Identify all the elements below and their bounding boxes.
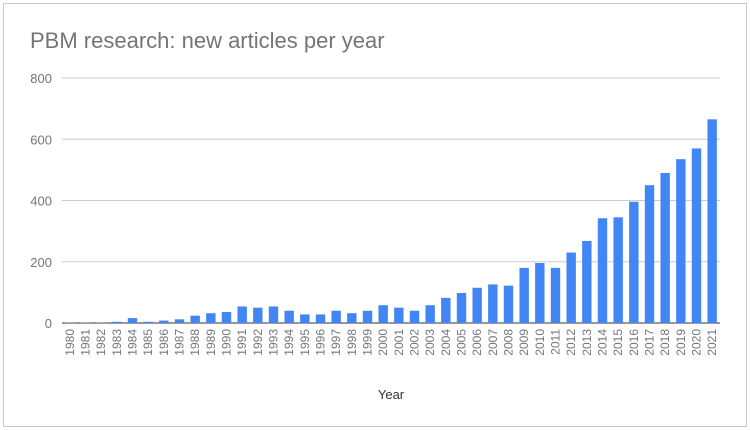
bar-1989 xyxy=(206,313,216,323)
bar-2000 xyxy=(378,305,388,323)
x-tick-label: 2000 xyxy=(376,329,390,356)
bar-2013 xyxy=(582,240,592,323)
x-tick-label: 2016 xyxy=(627,329,641,356)
x-axis-title: Year xyxy=(378,387,405,402)
bar-1988 xyxy=(190,315,200,323)
bar-1983 xyxy=(112,321,122,323)
bar-1991 xyxy=(237,306,247,323)
x-tick-label: 1995 xyxy=(298,329,312,356)
x-tick-label: 2010 xyxy=(533,329,547,356)
bar-2003 xyxy=(425,305,435,323)
bar-2012 xyxy=(566,252,576,323)
x-tick-label: 2017 xyxy=(643,329,657,356)
gridlines xyxy=(62,77,720,324)
bar-2009 xyxy=(519,267,529,324)
bar-1997 xyxy=(331,310,341,323)
x-tick-label: 1984 xyxy=(126,329,140,356)
x-tick-label: 2012 xyxy=(564,329,578,356)
bar-2014 xyxy=(597,218,608,323)
x-tick-label: 2007 xyxy=(486,329,500,356)
bar-1994 xyxy=(284,310,294,323)
bar-1985 xyxy=(143,321,153,323)
chart-frame xyxy=(3,3,747,427)
bar-1990 xyxy=(221,311,232,323)
y-tick-label: 400 xyxy=(30,194,52,209)
x-tick-label: 1982 xyxy=(94,329,108,356)
bar-1987 xyxy=(174,319,185,323)
bar-2015 xyxy=(613,217,623,323)
bar-2017 xyxy=(644,185,655,323)
x-tick-label: 1980 xyxy=(63,329,77,356)
bar-2005 xyxy=(456,292,467,323)
x-tick-label: 2015 xyxy=(611,329,625,356)
y-tick-label: 0 xyxy=(45,316,52,331)
x-tick-label: 2005 xyxy=(455,329,469,356)
bar-1984 xyxy=(127,318,138,323)
bar-2020 xyxy=(691,148,702,323)
bar-1996 xyxy=(315,314,326,323)
x-tick-label: 1990 xyxy=(220,329,234,356)
y-axis-ticks: 0 200 400 600 800 xyxy=(30,71,52,331)
x-tick-label: 2002 xyxy=(408,329,422,356)
bar-2019 xyxy=(676,159,686,323)
bar-2006 xyxy=(472,287,482,323)
x-tick-label: 2018 xyxy=(658,329,672,356)
x-tick-label: 1986 xyxy=(157,329,171,356)
x-tick-label: 1991 xyxy=(235,329,249,356)
bars xyxy=(65,119,717,324)
bar-2018 xyxy=(660,172,670,323)
x-tick-label: 2001 xyxy=(392,329,406,356)
x-tick-label: 1988 xyxy=(188,329,202,356)
y-tick-label: 200 xyxy=(30,255,52,270)
bar-2021 xyxy=(707,119,717,323)
x-tick-label: 1993 xyxy=(267,329,281,356)
x-tick-label: 1998 xyxy=(345,329,359,356)
x-tick-label: 1994 xyxy=(282,329,296,356)
bar-2011 xyxy=(550,267,561,324)
y-tick-label: 800 xyxy=(30,71,52,86)
x-tick-label: 1987 xyxy=(173,329,187,356)
x-tick-label: 2020 xyxy=(690,329,704,356)
x-tick-label: 1981 xyxy=(79,329,93,356)
bar-1993 xyxy=(268,306,279,323)
bar-2016 xyxy=(629,201,639,323)
x-tick-label: 1983 xyxy=(110,329,124,356)
x-tick-label: 2004 xyxy=(439,329,453,356)
x-tick-label: 1985 xyxy=(141,329,155,356)
x-tick-label: 2019 xyxy=(674,329,688,356)
x-tick-label: 1992 xyxy=(251,329,265,356)
x-tick-label: 1989 xyxy=(204,329,218,356)
bar-1999 xyxy=(362,310,373,323)
x-tick-label: 2006 xyxy=(470,329,484,356)
x-tick-label: 2003 xyxy=(423,329,437,356)
x-tick-label: 1999 xyxy=(361,329,375,356)
bar-2002 xyxy=(409,310,420,323)
bar-2010 xyxy=(535,262,545,323)
x-tick-label: 2009 xyxy=(517,329,531,356)
x-tick-label: 2013 xyxy=(580,329,594,356)
bar-2007 xyxy=(488,284,498,323)
bar-1998 xyxy=(347,313,357,323)
x-tick-label: 2008 xyxy=(502,329,516,356)
bar-2004 xyxy=(441,297,451,323)
x-tick-label: 2011 xyxy=(549,329,563,355)
x-tick-label: 2021 xyxy=(705,329,719,356)
bar-2008 xyxy=(503,285,514,323)
bar-2001 xyxy=(394,307,404,323)
bar-1995 xyxy=(300,314,310,323)
chart-title: PBM research: new articles per year xyxy=(30,28,385,53)
bar-1986 xyxy=(159,320,169,323)
x-axis-ticks: 1980 1981 1982 1983 1984 1985 1986 1987 1988 1989… xyxy=(63,329,719,356)
x-tick-label: 1996 xyxy=(314,329,328,356)
x-tick-label: 2014 xyxy=(596,329,610,356)
y-tick-label: 600 xyxy=(30,132,52,147)
bar-1992 xyxy=(253,307,263,323)
x-tick-label: 1997 xyxy=(329,329,343,356)
